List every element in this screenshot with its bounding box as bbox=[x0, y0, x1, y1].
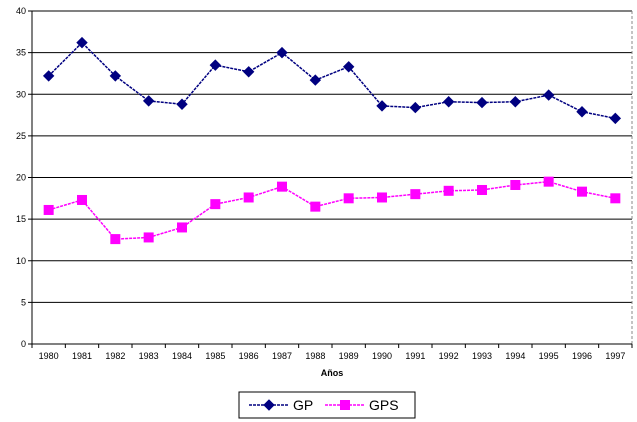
data-point-gps bbox=[210, 199, 221, 210]
y-tick-label: 40 bbox=[16, 6, 26, 16]
data-point-gps bbox=[243, 192, 254, 203]
data-point-gp bbox=[309, 74, 322, 86]
y-tick-label: 10 bbox=[16, 256, 26, 266]
data-point-gps bbox=[510, 179, 521, 190]
x-tick-label: 1995 bbox=[539, 351, 559, 361]
x-tick-label: 1997 bbox=[605, 351, 625, 361]
data-point-gps bbox=[410, 189, 421, 200]
data-point-gp bbox=[76, 36, 88, 49]
data-point-gps bbox=[43, 204, 54, 215]
data-point-gps bbox=[443, 185, 454, 196]
series-line-gp bbox=[48, 41, 616, 120]
data-point-gps bbox=[143, 232, 154, 243]
x-tick-label: 1984 bbox=[172, 351, 192, 361]
series-gp bbox=[42, 36, 622, 125]
x-tick-label: 1989 bbox=[339, 351, 359, 361]
data-point-gp bbox=[576, 106, 588, 118]
x-tick-label: 1985 bbox=[205, 351, 225, 361]
data-point-gp bbox=[209, 59, 222, 71]
data-point-gp bbox=[42, 70, 55, 82]
data-point-gps bbox=[377, 192, 387, 203]
data-point-gp bbox=[176, 98, 188, 110]
legend-marker-gps bbox=[340, 400, 350, 410]
y-tick-label: 35 bbox=[16, 48, 26, 58]
data-point-gp bbox=[609, 112, 622, 125]
data-point-gp bbox=[142, 95, 155, 107]
data-point-gps bbox=[310, 201, 321, 212]
y-tick-label: 5 bbox=[21, 297, 26, 307]
data-point-gps bbox=[477, 184, 487, 195]
gridlines bbox=[32, 10, 632, 303]
x-tick-label: 1990 bbox=[372, 351, 392, 361]
data-point-gp bbox=[542, 89, 555, 101]
y-tick-label: 20 bbox=[16, 173, 26, 183]
data-point-gps bbox=[110, 234, 121, 245]
x-tick-label: 1983 bbox=[139, 351, 159, 361]
x-axis-title: Años bbox=[321, 368, 344, 378]
data-point-gp bbox=[509, 96, 522, 108]
data-point-gp bbox=[276, 46, 288, 59]
data-point-gps bbox=[610, 193, 621, 204]
data-point-gp bbox=[376, 100, 388, 112]
series-gps bbox=[43, 176, 621, 245]
data-point-gp bbox=[342, 61, 355, 73]
y-tick-label: 30 bbox=[16, 89, 26, 99]
data-point-gp bbox=[476, 96, 488, 109]
legend-label-gp: GP bbox=[293, 397, 313, 413]
x-tick-label: 1980 bbox=[39, 351, 59, 361]
data-point-gps bbox=[543, 176, 554, 187]
data-point-gp bbox=[242, 66, 255, 78]
x-tick-label: 1991 bbox=[405, 351, 425, 361]
data-point-gps bbox=[277, 181, 287, 192]
legend-label-gps: GPS bbox=[369, 397, 399, 413]
data-point-gp bbox=[109, 70, 122, 82]
x-tick-label: 1988 bbox=[305, 351, 325, 361]
data-point-gp bbox=[409, 101, 422, 114]
y-tick-labels: 0 5 10 15 20 25 30 35 40 bbox=[16, 6, 26, 349]
x-tick-label: 1996 bbox=[572, 351, 592, 361]
data-point-gps bbox=[577, 186, 587, 197]
data-point-gps bbox=[77, 194, 87, 205]
y-tick-label: 0 bbox=[21, 339, 26, 349]
y-tick-label: 25 bbox=[16, 131, 26, 141]
x-tick-label: 1994 bbox=[505, 351, 525, 361]
axes bbox=[28, 10, 633, 348]
series-layer bbox=[42, 36, 622, 245]
x-tick-label: 1992 bbox=[439, 351, 459, 361]
x-tick-label: 1987 bbox=[272, 351, 292, 361]
series-line-gps bbox=[48, 180, 616, 240]
x-tick-label: 1993 bbox=[472, 351, 492, 361]
data-point-gp bbox=[442, 96, 455, 108]
x-tick-label: 1981 bbox=[72, 351, 92, 361]
data-point-gps bbox=[343, 193, 354, 204]
y-tick-label: 15 bbox=[16, 214, 26, 224]
x-tick-label: 1982 bbox=[105, 351, 125, 361]
legend: GP GPS bbox=[238, 391, 416, 419]
x-tick-label: 1986 bbox=[239, 351, 259, 361]
data-point-gps bbox=[177, 222, 187, 233]
legend-marker-gp bbox=[263, 399, 275, 411]
x-tick-labels: 1980 1981 1982 1983 1984 1985 1986 1987 1988 1989… bbox=[39, 351, 626, 361]
